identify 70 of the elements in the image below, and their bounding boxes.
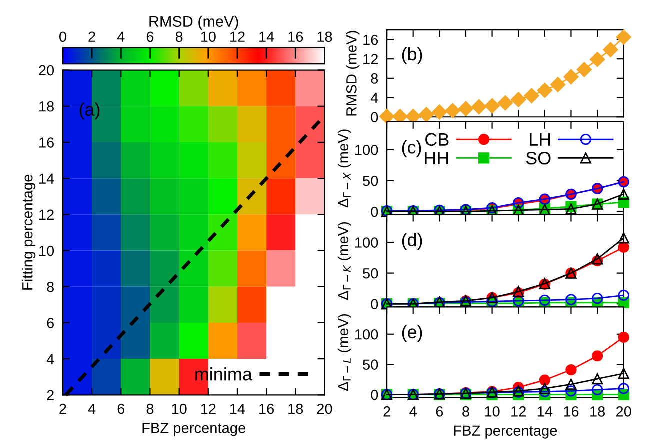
y-axis-title: Δ$_{Γ−X}$ (meV) bbox=[338, 130, 352, 208]
color-bar-label: 8 bbox=[176, 32, 183, 42]
color-bar-label: 2 bbox=[88, 32, 96, 42]
x-tick-label: 20 bbox=[317, 404, 332, 414]
legend-label: LH bbox=[530, 133, 550, 146]
color-bar-title: RMSD (meV) bbox=[150, 16, 238, 30]
y-tick-label: 100 bbox=[355, 238, 378, 248]
x-tick-label: 6 bbox=[118, 404, 125, 414]
x-tick-label: 12 bbox=[512, 406, 526, 417]
color-bar-label: 16 bbox=[288, 32, 304, 42]
color-bar-label: 6 bbox=[146, 32, 154, 42]
y-tick-label: 16 bbox=[364, 34, 378, 46]
x-tick-label: 18 bbox=[590, 406, 606, 417]
y-tick-label: 12 bbox=[40, 210, 54, 220]
y-tick-label: 4 bbox=[370, 93, 378, 104]
annotation: (d) bbox=[402, 233, 422, 250]
y-tick-label: 0 bbox=[371, 390, 378, 400]
annotation: (b) bbox=[402, 47, 422, 64]
color-bar-label: 12 bbox=[230, 32, 245, 42]
x-tick-label: 16 bbox=[564, 406, 579, 417]
y-tick-label: 0 bbox=[371, 299, 378, 310]
y-tick-label: 18 bbox=[40, 101, 54, 112]
x-tick-label: 4 bbox=[410, 406, 417, 417]
y-tick-label: 16 bbox=[40, 138, 54, 148]
y-axis-title: RMSD (meV) bbox=[346, 31, 360, 116]
x-axis-title: FBZ percentage bbox=[454, 426, 558, 439]
x-tick-label: 18 bbox=[288, 404, 304, 414]
x-tick-label: 6 bbox=[436, 406, 444, 417]
y-tick-label: 2 bbox=[47, 390, 54, 400]
x-tick-label: 4 bbox=[88, 404, 96, 414]
y-axis-title: Δ$_{Γ−L}$ (meV) bbox=[338, 314, 352, 392]
color-bar-label: 0 bbox=[59, 32, 66, 42]
x-tick-label: 14 bbox=[230, 404, 246, 414]
y-tick-label: 100 bbox=[355, 144, 378, 156]
annotation: (e) bbox=[402, 325, 422, 342]
legend-label: SO bbox=[526, 152, 551, 165]
y-tick-label: 12 bbox=[364, 54, 378, 64]
x-tick-label: 2 bbox=[60, 404, 66, 414]
x-tick-label: 20 bbox=[616, 406, 632, 417]
color-bar-label: 18 bbox=[318, 32, 332, 42]
x-tick-label: 2 bbox=[384, 406, 390, 417]
y-tick-label: 20 bbox=[39, 65, 54, 76]
y-axis-title: Fitting percentage bbox=[22, 174, 36, 290]
x-tick-label: 10 bbox=[485, 406, 500, 417]
y-tick-label: 10 bbox=[40, 246, 54, 256]
y-tick-label: 6 bbox=[47, 318, 54, 328]
annotation: (c) bbox=[402, 140, 422, 158]
y-tick-label: 100 bbox=[355, 329, 378, 340]
y-tick-label: 50 bbox=[363, 360, 378, 370]
y-axis-title: Δ$_{Γ−K}$ (meV) bbox=[338, 222, 352, 300]
y-tick-label: 4 bbox=[46, 354, 54, 364]
y-tick-label: 0 bbox=[371, 206, 378, 218]
color-bar-label: 4 bbox=[117, 32, 125, 42]
x-axis-title: FBZ percentage bbox=[142, 423, 246, 436]
x-tick-label: 8 bbox=[146, 404, 154, 414]
legend-label: CB bbox=[426, 133, 449, 146]
legend-label: HH bbox=[425, 152, 448, 165]
x-tick-label: 14 bbox=[538, 406, 553, 417]
color-bar-label: 14 bbox=[260, 32, 274, 42]
x-tick-label: 10 bbox=[172, 404, 187, 414]
color-bar-label: 10 bbox=[201, 32, 216, 42]
y-tick-label: 8 bbox=[47, 282, 54, 292]
x-tick-label: 8 bbox=[462, 406, 470, 417]
y-tick-label: 0 bbox=[371, 112, 378, 123]
y-tick-label: 50 bbox=[363, 176, 378, 186]
y-tick-label: 14 bbox=[40, 174, 54, 184]
x-tick-label: 16 bbox=[260, 404, 274, 414]
y-tick-label: 8 bbox=[371, 74, 378, 84]
x-tick-label: 12 bbox=[201, 404, 216, 414]
y-tick-label: 50 bbox=[363, 268, 378, 279]
